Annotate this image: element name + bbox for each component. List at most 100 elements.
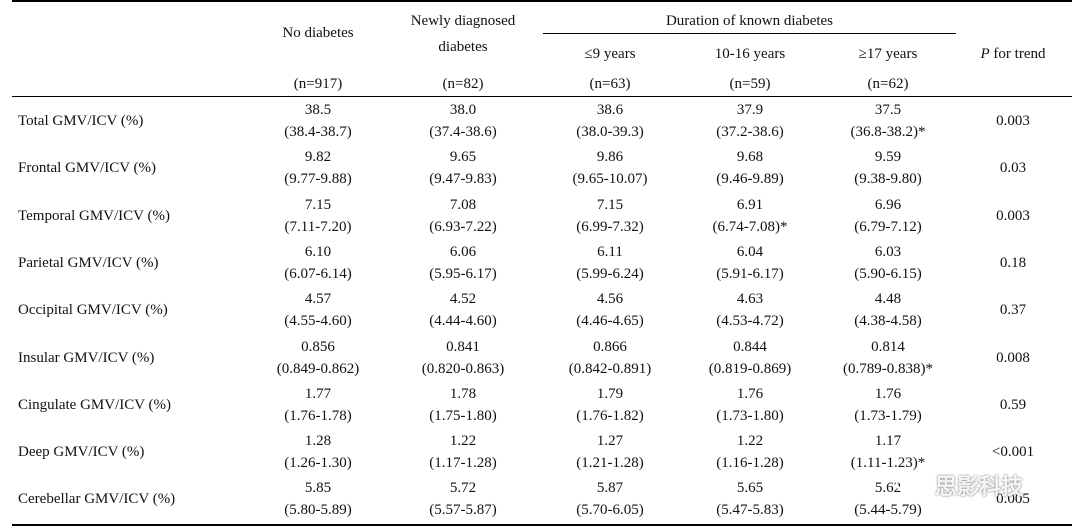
header-10-16: 10-16 years <box>714 46 786 62</box>
table-cell: 38.5 (38.4-38.7) <box>258 99 378 143</box>
header-le9: ≤9 years <box>584 46 636 62</box>
p-value: 0.37 <box>999 302 1027 319</box>
cell-mean: 0.856 <box>301 338 335 355</box>
table-cell: 1.27 (1.21-1.28) <box>543 430 677 474</box>
cell-mean: 0.844 <box>733 338 767 355</box>
watermark: 思影科技 <box>895 470 1055 500</box>
cell-mean: 4.48 <box>874 291 902 308</box>
row-label: Insular GMV/ICV (%) <box>18 349 155 366</box>
table-cell: 1.17 (1.11-1.23)* <box>820 430 956 474</box>
table-cell: 1.28 (1.26-1.30) <box>258 430 378 474</box>
cell-mean: 38.5 <box>304 102 332 118</box>
header-newly-diagnosed: Newly diagnosed diabetes <box>388 8 538 60</box>
header-newly-line2: diabetes <box>438 39 488 55</box>
cell-mean: 7.15 <box>596 196 624 213</box>
cell-ci: (1.73-1.80) <box>716 407 784 424</box>
p-value: 0.005 <box>996 491 1030 508</box>
header-newly-line1: Newly diagnosed <box>410 13 516 29</box>
table-cell: 6.11 (5.99-6.24) <box>543 241 677 285</box>
table-cell: 9.68 (9.46-9.89) <box>680 146 820 190</box>
row-label: Temporal GMV/ICV (%) <box>18 207 170 224</box>
table-cell: 6.06 (5.95-6.17) <box>388 241 538 285</box>
cell-mean: 0.814 <box>871 338 905 355</box>
cell-ci: (9.46-9.89) <box>716 171 784 188</box>
cell-mean: 0.866 <box>593 338 627 355</box>
cell-ci: (4.38-4.58) <box>854 313 922 330</box>
cell-mean: 1.28 <box>304 433 332 450</box>
cell-mean: 5.87 <box>596 480 624 497</box>
watermark-text: 思影科技 <box>935 475 1024 500</box>
cell-mean: 1.22 <box>449 433 477 450</box>
cell-ci: (37.2-38.6) <box>716 124 784 140</box>
cell-mean: 7.08 <box>449 196 477 213</box>
bottom-rule <box>12 524 1072 526</box>
cell-ci: (36.8-38.2)* <box>850 124 926 140</box>
cell-ci: (5.44-5.79) <box>854 502 922 519</box>
n-10-16: (n=59) <box>729 76 771 92</box>
table-cell: 7.15 (7.11-7.20) <box>258 194 378 238</box>
p-value: 0.18 <box>999 254 1027 271</box>
cell-ci: (9.65-10.07) <box>572 171 648 188</box>
cell-mean: 5.65 <box>736 480 764 497</box>
cell-mean: 1.79 <box>596 385 624 402</box>
table-cell: 0.856 (0.849-0.862) <box>258 336 378 380</box>
cell-ci: (1.16-1.28) <box>716 455 784 472</box>
table-cell: 0.841 (0.820-0.863) <box>388 336 538 380</box>
table-cell: 5.85 (5.80-5.89) <box>258 477 378 521</box>
table-cell: 4.52 (4.44-4.60) <box>388 288 538 332</box>
table-cell: 0.844 (0.819-0.869) <box>680 336 820 380</box>
cell-ci: (4.44-4.60) <box>429 313 497 330</box>
cell-ci: (6.74-7.08)* <box>712 218 788 235</box>
row-label: Frontal GMV/ICV (%) <box>18 160 157 177</box>
table-cell: 4.63 (4.53-4.72) <box>680 288 820 332</box>
cell-mean: 1.17 <box>874 433 902 450</box>
cell-mean: 9.65 <box>449 149 477 166</box>
table-cell: 7.08 (6.93-7.22) <box>388 194 538 238</box>
n-le9: (n=63) <box>589 76 631 92</box>
cell-ci: (1.11-1.23)* <box>850 455 926 472</box>
cell-mean: 1.76 <box>736 385 764 402</box>
table-cell: 1.76 (1.73-1.79) <box>820 383 956 427</box>
cell-ci: (5.47-5.83) <box>716 502 784 519</box>
table-cell: 0.814 (0.789-0.838)* <box>820 336 956 380</box>
table-cell: 5.65 (5.47-5.83) <box>680 477 820 521</box>
cell-ci: (0.819-0.869) <box>708 360 792 377</box>
table-cell: 1.22 (1.16-1.28) <box>680 430 820 474</box>
cell-mean: 37.9 <box>736 102 764 118</box>
p-rest: for trend <box>989 46 1046 62</box>
table-cell: 5.62 (5.44-5.79) <box>820 477 956 521</box>
cell-ci: (1.26-1.30) <box>284 455 352 472</box>
table-cell: 6.04 (5.91-6.17) <box>680 241 820 285</box>
p-value: 0.03 <box>999 160 1027 177</box>
table-cell: 6.96 (6.79-7.12) <box>820 194 956 238</box>
cell-ci: (6.99-7.32) <box>576 218 644 235</box>
table-cell: 38.6 (38.0-39.3) <box>543 99 677 143</box>
header-ge17: ≥17 years <box>858 46 918 62</box>
cell-ci: (37.4-38.6) <box>429 124 497 140</box>
cell-ci: (4.55-4.60) <box>284 313 352 330</box>
cell-ci: (6.79-7.12) <box>854 218 922 235</box>
cell-ci: (5.57-5.87) <box>429 502 497 519</box>
cell-mean: 9.59 <box>874 149 902 166</box>
cell-mean: 4.52 <box>449 291 477 308</box>
table-cell: 0.866 (0.842-0.891) <box>543 336 677 380</box>
header-no-diabetes: No diabetes <box>282 25 354 41</box>
cell-ci: (5.91-6.17) <box>716 265 784 282</box>
row-label: Cerebellar GMV/ICV (%) <box>18 491 176 508</box>
cell-mean: 1.22 <box>736 433 764 450</box>
cell-ci: (6.07-6.14) <box>284 265 352 282</box>
cell-ci: (1.17-1.28) <box>429 455 497 472</box>
cell-mean: 6.06 <box>449 243 477 260</box>
cell-mean: 38.0 <box>449 102 477 118</box>
wechat-logo-icon <box>895 472 929 497</box>
cell-mean: 6.10 <box>304 243 332 260</box>
cell-ci: (1.21-1.28) <box>576 455 644 472</box>
table-cell: 9.82 (9.77-9.88) <box>258 146 378 190</box>
table-cell: 37.9 (37.2-38.6) <box>680 99 820 143</box>
row-label: Deep GMV/ICV (%) <box>18 444 145 461</box>
cell-ci: (5.95-6.17) <box>429 265 497 282</box>
cell-mean: 5.62 <box>874 480 902 497</box>
cell-mean: 5.85 <box>304 480 332 497</box>
cell-ci: (38.0-39.3) <box>576 124 644 140</box>
p-value: 0.008 <box>996 349 1030 366</box>
